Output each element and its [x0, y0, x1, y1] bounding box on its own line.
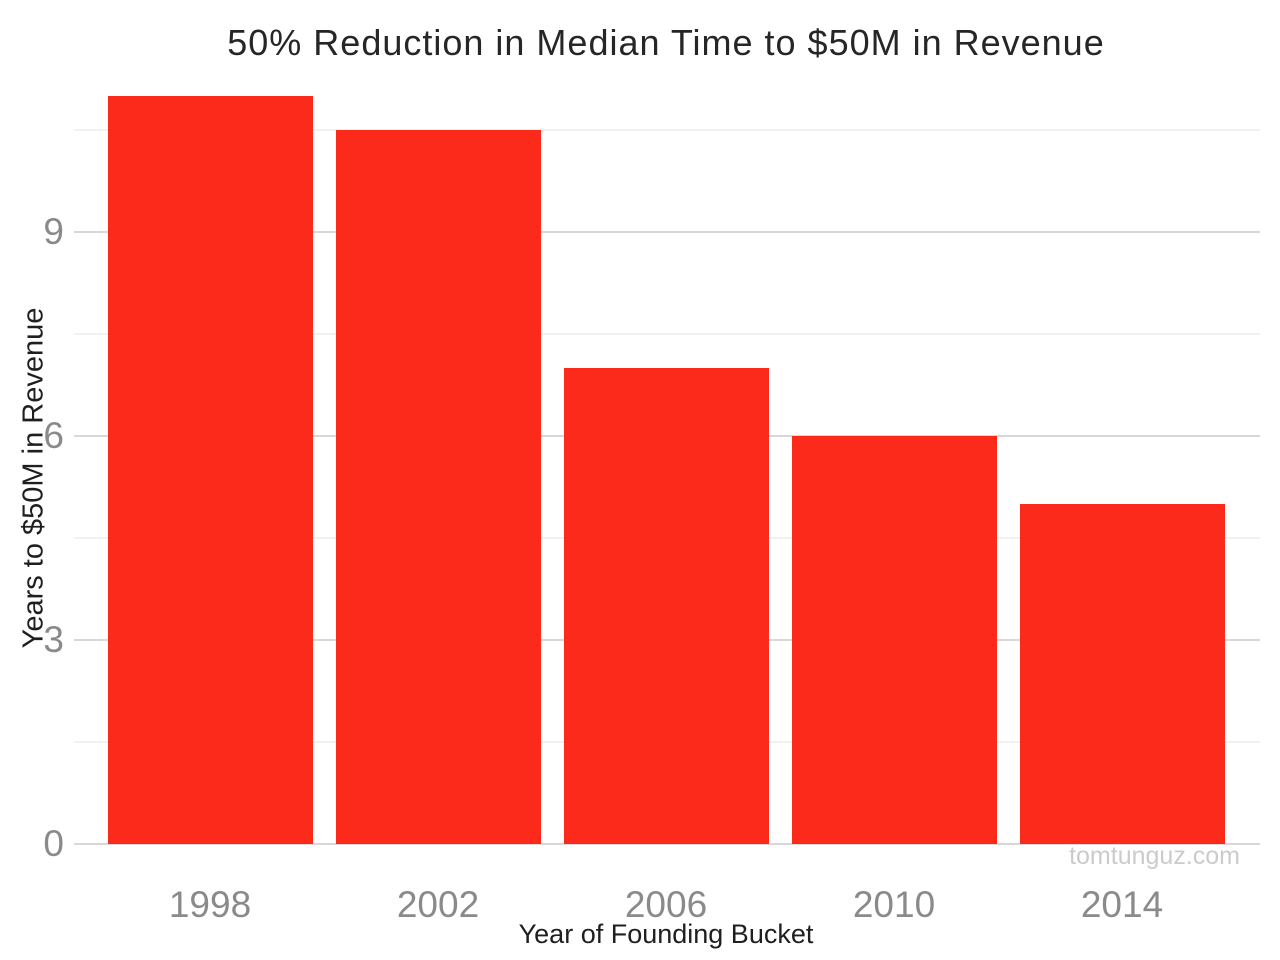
bar-2014	[1019, 504, 1225, 844]
y-tick-label: 0	[43, 823, 64, 864]
watermark: tomtunguz.com	[1069, 842, 1240, 870]
x-tick-label: 2006	[624, 884, 708, 925]
bar-1998	[107, 96, 313, 844]
x-tick-label: 2014	[1080, 884, 1164, 925]
x-tick-label: 2010	[852, 884, 936, 925]
x-axis-title: Year of Founding Bucket	[518, 919, 814, 949]
gridline-major	[74, 231, 1260, 233]
y-tick-label: 3	[43, 619, 64, 660]
chart-title: 50% Reduction in Median Time to $50M in …	[227, 22, 1105, 63]
y-tick-label: 6	[43, 415, 64, 456]
x-tick-label: 1998	[168, 884, 252, 925]
gridline-major	[74, 843, 1260, 845]
gridline-minor	[74, 333, 1260, 335]
y-tick-label: 9	[43, 211, 64, 252]
bar-2002	[335, 130, 541, 844]
bar-2010	[791, 436, 997, 844]
gridline-minor	[74, 129, 1260, 131]
x-tick-label: 2002	[396, 884, 480, 925]
bar-2006	[563, 368, 769, 844]
